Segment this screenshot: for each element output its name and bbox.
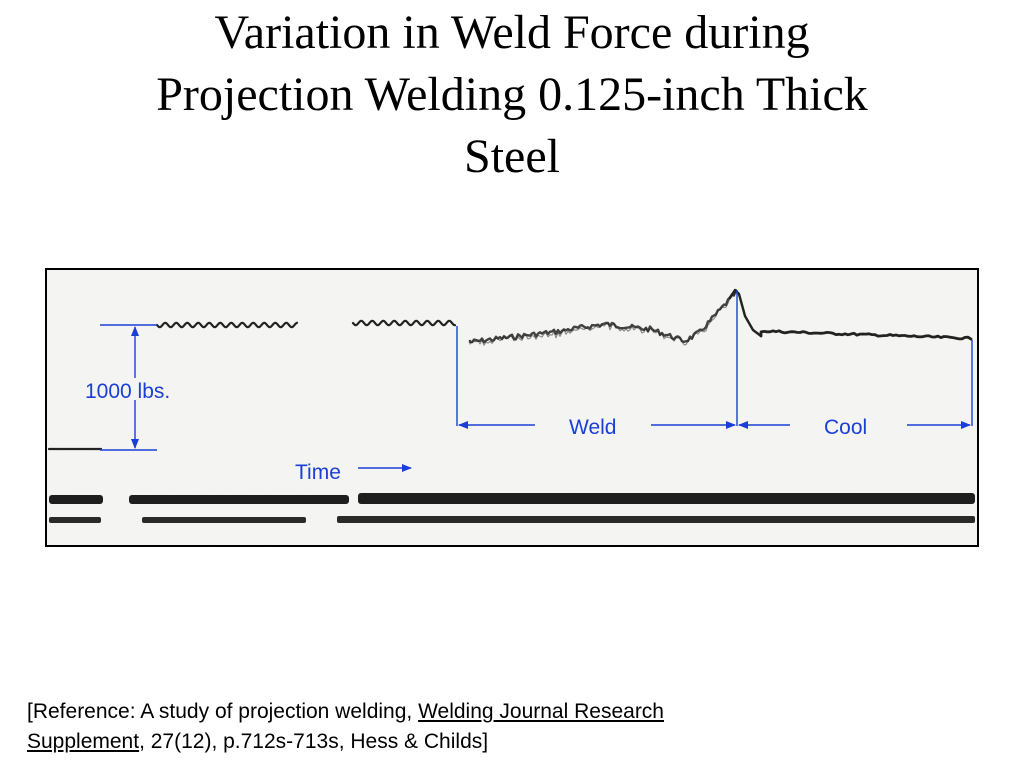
title-line-3: Steel (464, 130, 560, 183)
time-track-lower-seg3 (337, 516, 975, 523)
squeeze-trace-1 (155, 321, 299, 329)
reference-journal-part1: Welding Journal Research (418, 700, 664, 723)
time-track-upper-seg3 (358, 493, 975, 504)
weld-label: Weld (569, 416, 616, 439)
time-track-lower-seg2 (142, 517, 306, 523)
force-scale-label: 1000 lbs. (85, 380, 170, 403)
title-line-2: Projection Welding 0.125-inch Thick (156, 68, 868, 121)
cool-force-trace (759, 329, 973, 341)
time-track-upper-seg1 (49, 495, 103, 504)
title-line-1: Variation in Weld Force during (214, 6, 810, 59)
weld-force-trace-grain (469, 290, 737, 346)
time-label: Time (295, 461, 341, 484)
slide-title: Variation in Weld Force during Projectio… (40, 2, 984, 188)
weld-force-oscillogram: 1000 lbs. Weld Cool Time (45, 268, 979, 547)
squeeze-trace-2 (351, 319, 457, 327)
peak-trace (728, 288, 763, 338)
cool-label: Cool (824, 416, 867, 439)
time-track-upper-seg2 (129, 495, 349, 504)
time-track-lower-seg1 (49, 517, 101, 523)
force-trace-group (47, 288, 973, 451)
reference-prefix: [Reference: A study of projection weldin… (27, 700, 419, 723)
annotations (100, 290, 973, 472)
figure-frame (45, 268, 979, 547)
weld-force-trace (468, 289, 738, 344)
reference-suffix: , 27(12), p.712s-713s, Hess & Childs] (139, 730, 489, 753)
reference-citation: [Reference: A study of projection weldin… (27, 697, 987, 757)
reference-journal-part2: Supplement (27, 730, 140, 753)
time-base-tracks (49, 493, 975, 523)
